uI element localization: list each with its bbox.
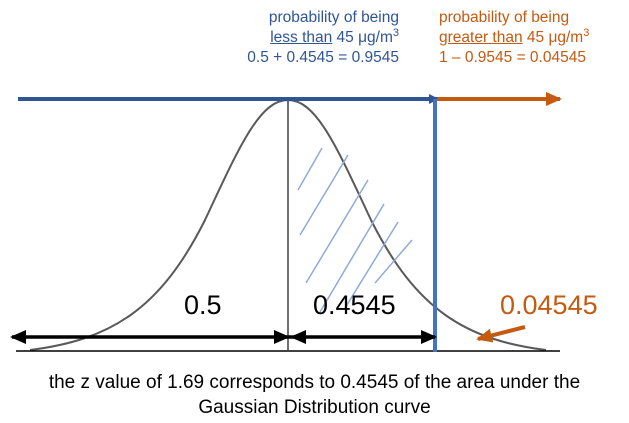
hatched-area bbox=[297, 147, 413, 313]
greater-than-line1: probability of being bbox=[439, 9, 570, 26]
greater-than-equation: 1 – 0.9545 = 0.04545 bbox=[439, 49, 586, 66]
less-than-sup: 3 bbox=[392, 26, 399, 39]
less-than-equation: 0.5 + 0.4545 = 0.9545 bbox=[247, 49, 399, 66]
left-arrowhead bbox=[10, 330, 26, 344]
greater-than-unit: 45 μg/m bbox=[522, 29, 584, 46]
less-than-underlined: less than bbox=[270, 29, 333, 46]
greater-than-sup: 3 bbox=[583, 26, 590, 39]
greater-than-underlined: greater than bbox=[439, 29, 523, 46]
greater-than-line2: greater than 45 μg/m3 bbox=[439, 26, 590, 48]
less-than-line2: less than 45 μg/m3 bbox=[247, 26, 399, 48]
caption-line1: the z value of 1.69 corresponds to 0.454… bbox=[48, 372, 581, 393]
tail-pointer-arrow bbox=[476, 325, 526, 343]
left-area-value: 0.5 bbox=[184, 290, 222, 320]
less-than-unit: 45 μg/m bbox=[332, 29, 393, 46]
tail-area-value: 0.04545 bbox=[500, 290, 598, 320]
less-than-label: probability of being less than 45 μg/m3 … bbox=[247, 8, 399, 68]
caption-line2: Gaussian Distribution curve bbox=[198, 397, 431, 418]
middle-left-arrowhead bbox=[290, 330, 306, 344]
less-than-line1: probability of being bbox=[268, 9, 399, 26]
middle-area-value: 0.4545 bbox=[313, 290, 396, 320]
greater-than-label: probability of being greater than 45 μg/… bbox=[439, 8, 589, 68]
